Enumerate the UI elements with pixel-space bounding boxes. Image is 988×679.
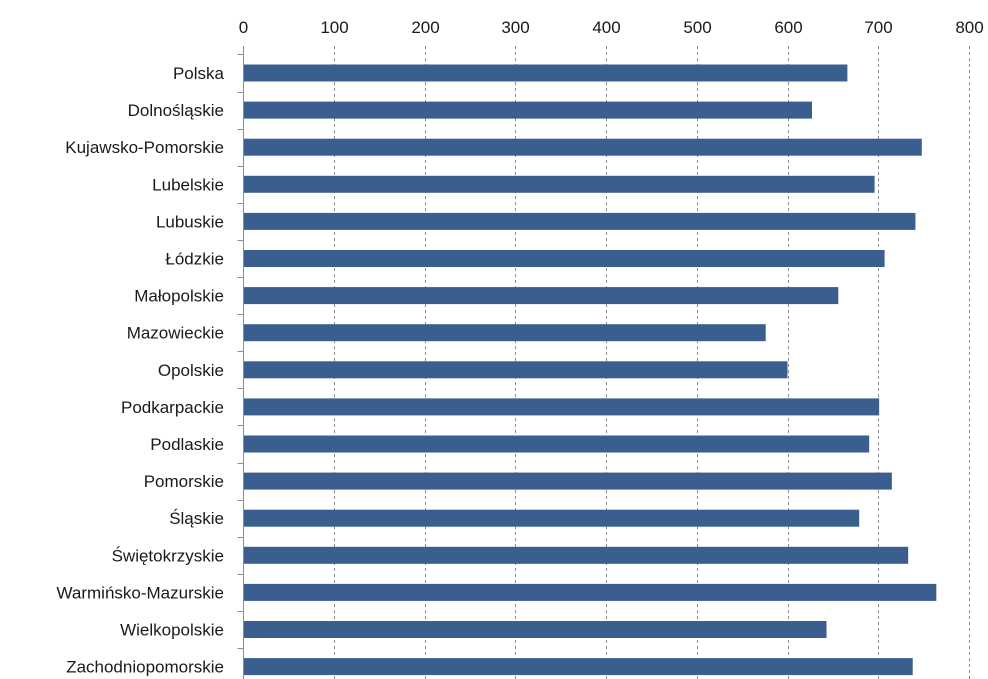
bar (244, 546, 909, 564)
bar (244, 287, 839, 305)
bar (244, 250, 885, 267)
category-label: Opolskie (158, 361, 224, 380)
bar (244, 212, 916, 230)
bar (244, 361, 788, 379)
x-tick-label: 200 (411, 18, 439, 37)
category-label: Podlaskie (150, 435, 224, 454)
bar (244, 324, 766, 342)
bar (244, 472, 892, 490)
bar (244, 509, 860, 527)
category-label: Warmińsko-Mazurskie (56, 583, 224, 602)
category-label: Mazowieckie (127, 324, 224, 343)
category-label: Świętokrzyskie (112, 546, 224, 565)
bar (244, 621, 827, 638)
x-tick-label: 100 (320, 18, 348, 37)
x-axis: 0 100 200 300 400 500 600 700 800 (239, 18, 984, 37)
x-tick-label: 500 (683, 18, 711, 37)
category-label: Podkarpackie (121, 398, 224, 417)
y-axis-categories: Polska Dolnośląskie Kujawsko-Pomorskie Lube… (56, 64, 224, 677)
x-tick-label: 0 (239, 18, 248, 37)
category-label: Pomorskie (144, 472, 224, 491)
category-label: Lubelskie (152, 175, 224, 194)
x-tick-label: 300 (501, 18, 529, 37)
category-label: Polska (173, 64, 225, 83)
category-label: Śląskie (169, 509, 224, 528)
bar (244, 64, 848, 82)
bar (244, 583, 937, 601)
bar (244, 101, 813, 119)
category-label: Dolnośląskie (128, 101, 224, 120)
bar (244, 175, 875, 193)
bar (244, 138, 922, 156)
bar (244, 398, 880, 416)
x-tick-label: 600 (774, 18, 802, 37)
x-tick-label: 700 (864, 18, 892, 37)
category-label: Małopolskie (134, 287, 224, 306)
category-label: Lubuskie (156, 212, 224, 231)
bar (244, 435, 870, 453)
category-label: Wielkopolskie (120, 621, 224, 640)
bar (244, 658, 913, 676)
x-tick-label: 400 (592, 18, 620, 37)
gridlines (237, 46, 970, 679)
x-tick-label: 800 (955, 18, 983, 37)
category-label: Kujawsko-Pomorskie (65, 138, 224, 157)
category-label: Zachodniopomorskie (66, 658, 224, 677)
bars (244, 64, 937, 676)
category-label: Łódzkie (165, 250, 224, 269)
